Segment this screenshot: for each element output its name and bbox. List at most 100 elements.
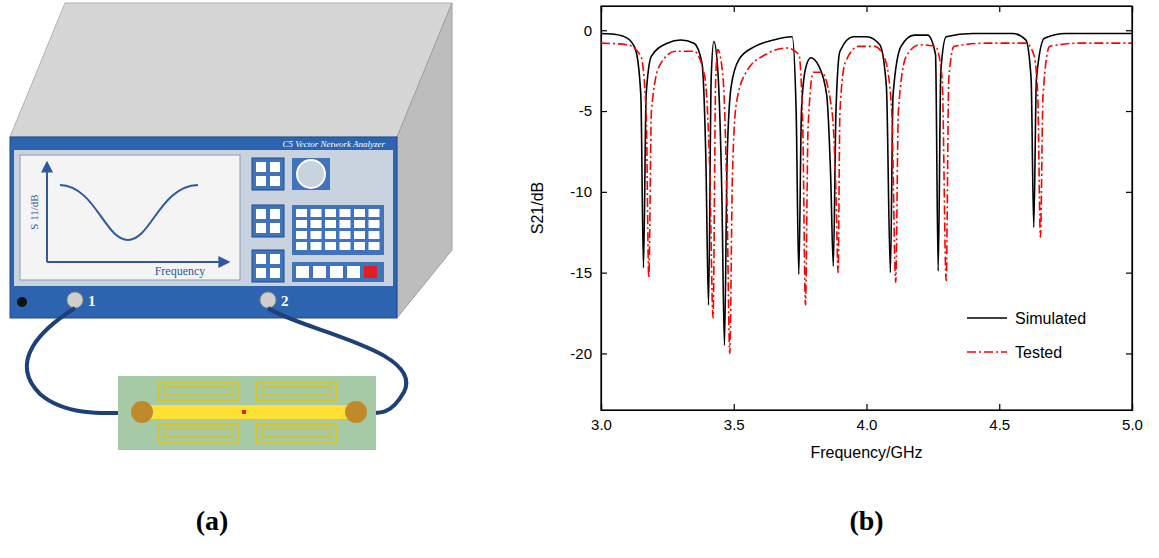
knob-panel xyxy=(292,158,330,190)
tick-mark xyxy=(601,273,607,274)
y-tick: -10 xyxy=(570,183,607,200)
x-axis: 3.0 3.5 4.0 4.5 5.0 xyxy=(591,404,1143,433)
resonator xyxy=(256,424,336,442)
feed-line xyxy=(140,405,356,419)
button xyxy=(270,268,280,278)
x-tick: 3.5 xyxy=(724,404,745,433)
legend-label: Simulated xyxy=(1015,310,1086,327)
button xyxy=(256,268,266,278)
tick-mark xyxy=(1126,30,1132,31)
y-tick xyxy=(1126,273,1132,274)
key xyxy=(354,242,365,250)
tick-mark xyxy=(1126,273,1132,274)
port-label: 2 xyxy=(281,293,289,309)
key xyxy=(340,231,351,239)
keypad-panel xyxy=(292,205,384,255)
tick-mark xyxy=(999,404,1000,410)
tick-label: 3.5 xyxy=(724,416,745,433)
button xyxy=(270,162,280,172)
x-axis-title: Frequency/GHz xyxy=(810,444,922,461)
key xyxy=(340,220,351,228)
y-tick xyxy=(1126,192,1132,193)
key xyxy=(369,231,380,239)
button-panel xyxy=(252,205,284,237)
via xyxy=(242,410,246,414)
tick-mark xyxy=(1126,192,1132,193)
key xyxy=(325,220,336,228)
axis-line xyxy=(1126,7,1133,411)
key xyxy=(313,266,326,278)
screen-x-axis xyxy=(47,261,228,263)
x-tick: 4.5 xyxy=(989,404,1010,433)
y-tick: -15 xyxy=(570,264,607,281)
y-tick: -5 xyxy=(579,102,607,119)
button xyxy=(270,223,280,233)
tick-label: 4.0 xyxy=(857,416,878,433)
key xyxy=(296,266,309,278)
screen xyxy=(20,155,240,280)
tick-mark xyxy=(601,30,607,31)
key xyxy=(311,209,322,217)
key xyxy=(311,220,322,228)
tick-mark xyxy=(601,192,607,193)
legend-swatch xyxy=(967,351,1007,353)
key xyxy=(296,231,307,239)
y-tick xyxy=(1126,353,1132,354)
resonator-inner xyxy=(262,387,330,395)
tick-label: 3.0 xyxy=(591,416,612,433)
axis-line xyxy=(602,404,1133,411)
port xyxy=(260,292,276,308)
figure: C5 Vector Network Analyzer S 11/dB Frequen… xyxy=(0,0,1159,558)
instrument-title: C5 Vector Network Analyzer xyxy=(282,139,385,149)
y-tick xyxy=(1126,111,1132,112)
key xyxy=(369,209,380,217)
key xyxy=(325,209,336,217)
y-axis-title: S21/dB xyxy=(529,182,546,234)
screen-y-label: S 11/dB xyxy=(28,194,40,229)
resonator xyxy=(158,382,238,400)
axis-line xyxy=(602,7,608,411)
screen-curve xyxy=(60,185,198,240)
y-tick: -20 xyxy=(570,345,607,362)
x-tick: 4.0 xyxy=(857,404,878,433)
analyzer-top xyxy=(10,3,452,137)
tick-mark xyxy=(601,111,607,112)
legend: SimulatedTested xyxy=(967,310,1086,361)
analyzer-front xyxy=(10,137,397,318)
button xyxy=(256,176,266,186)
panel-b: 3.0 3.5 4.0 4.5 5.0 -20 -15 -10 -5 0 Frequency/GHz… xyxy=(529,6,1143,536)
y-tick: 0 xyxy=(584,22,607,39)
keypad-panel xyxy=(292,262,384,282)
button xyxy=(256,254,266,264)
key xyxy=(340,242,351,250)
button xyxy=(270,176,280,186)
button xyxy=(270,254,280,264)
tick-mark xyxy=(1126,111,1132,112)
tick-mark xyxy=(866,6,867,12)
button xyxy=(256,209,266,219)
connector xyxy=(131,401,153,423)
tick-mark xyxy=(866,404,867,410)
key xyxy=(330,266,343,278)
y-tick xyxy=(1126,30,1132,31)
resonator-inner xyxy=(164,429,232,437)
key xyxy=(340,209,351,217)
key xyxy=(325,242,336,250)
key xyxy=(347,266,360,278)
tick-label: -15 xyxy=(570,264,592,281)
legend-swatch xyxy=(967,317,1007,319)
tick-mark xyxy=(734,6,735,12)
key xyxy=(369,242,380,250)
plot-frame xyxy=(601,6,1132,410)
tick-label: -20 xyxy=(570,345,592,362)
key xyxy=(354,209,365,217)
tick-label: 4.5 xyxy=(989,416,1010,433)
lines xyxy=(601,33,1132,353)
key xyxy=(364,266,377,278)
tick-label: 5.0 xyxy=(1122,416,1143,433)
key xyxy=(354,220,365,228)
x-tick xyxy=(999,6,1000,12)
resonator xyxy=(158,424,238,442)
resonator-inner xyxy=(262,429,330,437)
series-line xyxy=(601,33,1132,345)
